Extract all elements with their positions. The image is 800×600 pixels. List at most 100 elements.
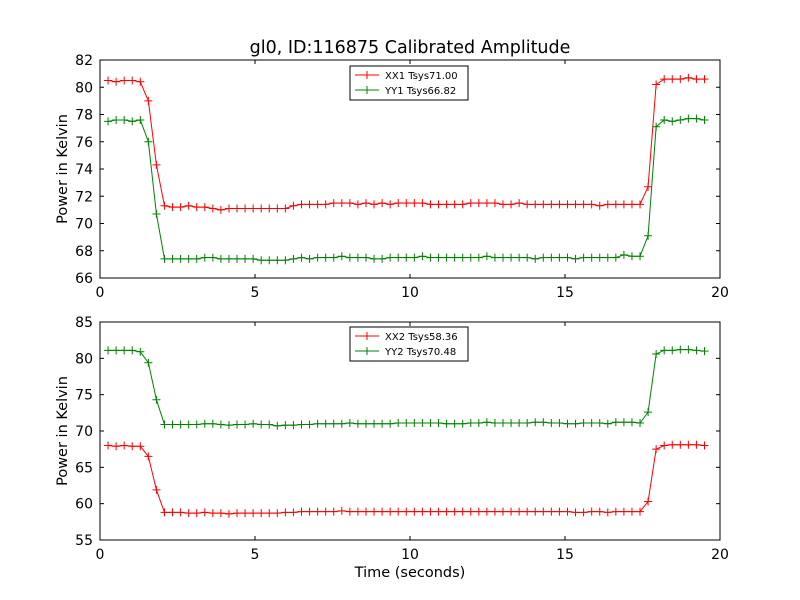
data-point — [458, 200, 467, 209]
data-point — [668, 75, 677, 84]
data-point — [507, 200, 516, 209]
data-point — [176, 420, 185, 429]
data-point — [176, 508, 185, 517]
data-point — [184, 254, 193, 263]
data-point — [660, 346, 669, 355]
legend-marker — [363, 332, 371, 340]
data-point — [321, 200, 330, 209]
data-point — [426, 253, 435, 262]
data-point — [337, 199, 346, 208]
y-tick-label: 70 — [75, 424, 93, 440]
data-point — [353, 200, 362, 209]
data-point — [160, 254, 169, 263]
data-point — [168, 420, 177, 429]
data-point — [257, 509, 266, 518]
data-point — [361, 199, 370, 208]
data-point — [337, 419, 346, 428]
data-point — [386, 253, 395, 262]
data-point — [200, 203, 209, 212]
y-tick-label: 75 — [75, 388, 93, 404]
data-point — [176, 203, 185, 212]
data-point — [112, 346, 121, 355]
data-point — [563, 200, 572, 209]
data-point — [281, 204, 290, 213]
data-point — [603, 508, 612, 517]
data-point — [265, 256, 274, 265]
data-point — [571, 419, 580, 428]
data-point — [499, 253, 507, 262]
data-point — [700, 75, 709, 84]
data-point — [563, 507, 572, 516]
data-point — [144, 358, 153, 367]
data-point — [273, 509, 282, 518]
data-point — [684, 114, 693, 123]
data-point — [160, 420, 169, 429]
data-point — [297, 507, 306, 516]
data-point — [619, 200, 628, 209]
data-point — [595, 507, 604, 516]
data-point — [523, 253, 532, 262]
data-point — [603, 253, 612, 262]
data-point — [224, 204, 233, 213]
data-point — [216, 509, 225, 518]
data-point — [321, 507, 330, 516]
data-point — [482, 252, 491, 261]
data-point — [361, 419, 370, 428]
data-point — [652, 122, 661, 131]
data-point — [627, 418, 636, 427]
data-point — [370, 200, 379, 209]
data-point — [523, 419, 532, 428]
data-point — [370, 419, 379, 428]
y-tick-label: 76 — [75, 135, 93, 151]
data-point — [547, 253, 556, 262]
data-point — [442, 507, 451, 516]
data-point — [152, 485, 161, 494]
data-point — [515, 253, 524, 262]
data-point — [345, 507, 354, 516]
data-point — [313, 253, 322, 262]
y-tick-label: 85 — [75, 315, 93, 331]
data-point — [619, 250, 628, 259]
data-point — [523, 200, 532, 209]
data-point — [547, 507, 556, 516]
data-point — [216, 254, 225, 263]
data-point — [329, 253, 338, 262]
data-point — [539, 200, 548, 209]
data-point — [684, 440, 693, 449]
data-point — [595, 253, 604, 262]
data-point — [668, 117, 677, 126]
data-point — [627, 200, 636, 209]
data-point — [241, 420, 250, 429]
data-point — [531, 507, 540, 516]
data-point — [386, 419, 395, 428]
data-point — [273, 204, 282, 213]
legend-label: YY2 Tsys70.48 — [384, 347, 456, 358]
data-point — [587, 507, 596, 516]
data-point — [418, 507, 427, 516]
data-point — [257, 420, 266, 429]
data-point — [184, 201, 193, 210]
data-point — [353, 507, 362, 516]
data-point — [394, 253, 403, 262]
data-point — [660, 115, 669, 124]
data-point — [273, 421, 282, 430]
data-point — [136, 77, 145, 86]
data-point — [644, 497, 653, 506]
legend-marker — [363, 71, 371, 79]
data-point — [208, 419, 217, 428]
data-point — [611, 507, 620, 516]
data-point — [652, 349, 661, 358]
x-tick-label: 20 — [711, 285, 729, 301]
data-point — [434, 200, 443, 209]
data-point — [555, 419, 564, 428]
data-point — [402, 253, 411, 262]
x-tick-label: 15 — [556, 285, 574, 301]
data-point — [474, 507, 483, 516]
data-point — [128, 76, 137, 85]
data-point — [160, 201, 169, 210]
data-point — [515, 419, 524, 428]
data-point — [200, 419, 209, 428]
data-point — [636, 200, 645, 209]
data-point — [676, 115, 685, 124]
y-tick-label: 55 — [75, 533, 93, 549]
